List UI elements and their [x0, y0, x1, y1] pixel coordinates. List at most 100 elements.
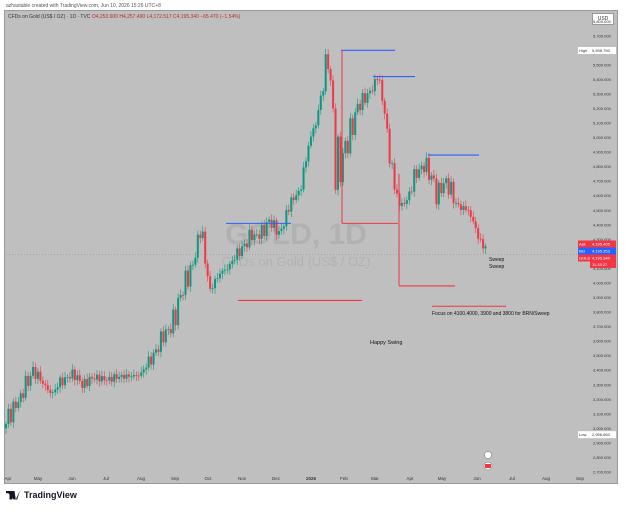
candle-body	[93, 378, 96, 380]
tradingview-logo[interactable]: TradingView	[6, 490, 77, 500]
candle-body	[423, 165, 426, 173]
candle-body	[420, 165, 423, 170]
candle-body	[59, 377, 62, 388]
candle-body	[233, 259, 236, 261]
candle-body	[396, 189, 399, 194]
candle-body	[140, 372, 143, 376]
candle-body	[440, 182, 443, 194]
candle-body	[68, 376, 71, 379]
high-tag-bg	[578, 47, 590, 55]
symbol-title[interactable]: CFDs on Gold (US$ / OZ) · 1D · TVC	[8, 14, 91, 20]
candle-body	[110, 376, 113, 382]
chart-frame[interactable]	[4, 10, 618, 484]
candle-body	[196, 234, 199, 258]
countdown-value: 11:33:27	[592, 262, 608, 267]
candle-body	[49, 390, 52, 393]
candle-body	[368, 90, 371, 94]
y-tick-label: 4,100.000	[593, 266, 612, 271]
candle-body	[381, 80, 384, 101]
y-tick-label: 4,600.000	[593, 193, 612, 198]
candle-body	[376, 79, 379, 80]
candle-body	[309, 136, 312, 146]
bid-value-bg	[590, 247, 616, 255]
candle-body	[400, 203, 403, 206]
candle-body	[472, 216, 475, 222]
candle-body	[413, 169, 416, 192]
candle-body	[339, 136, 342, 183]
candle-body	[157, 349, 160, 352]
x-tick-label: May	[438, 476, 447, 481]
candle-body	[418, 169, 421, 178]
candle-body	[378, 79, 381, 81]
candle-body	[172, 309, 175, 334]
candle-body	[464, 206, 467, 211]
candle-body	[391, 163, 394, 165]
candle-body	[61, 377, 64, 386]
candle-body	[241, 246, 244, 257]
candle-body	[194, 257, 197, 265]
candle-body	[95, 374, 98, 380]
low-tag-bg	[578, 431, 590, 439]
candle-body	[349, 118, 352, 154]
candle-body	[393, 163, 396, 190]
candle-body	[474, 221, 477, 229]
candle-body	[386, 113, 389, 129]
candle-body	[226, 269, 229, 271]
bid-tag-bg	[578, 247, 590, 255]
candle-body	[19, 393, 22, 403]
candle-body	[319, 95, 322, 111]
candle-body	[282, 226, 285, 229]
candle-body	[27, 375, 30, 386]
candle-body	[54, 389, 57, 393]
candle-body	[71, 369, 74, 379]
candle-body	[147, 356, 150, 368]
candle-body	[263, 225, 266, 236]
candle-body	[120, 374, 123, 377]
ask-value-bg	[590, 240, 616, 248]
candle-body	[469, 210, 472, 217]
created-by-text: azhastable created with TradingView.com,…	[6, 3, 161, 9]
candle-body	[364, 93, 367, 103]
candle-body	[34, 366, 37, 379]
x-tick-label: Jun	[68, 476, 76, 481]
candle-body	[204, 231, 207, 264]
candle-body	[29, 375, 32, 386]
gold-value-bg	[590, 254, 616, 262]
candle-body	[292, 197, 295, 200]
candle-body	[86, 379, 89, 387]
candle-body	[209, 276, 212, 289]
currency-button[interactable]: USD	[592, 13, 614, 25]
candle-body	[307, 145, 310, 162]
candle-body	[250, 229, 253, 240]
gold-value: 4,195.340	[592, 256, 611, 261]
candle-body	[344, 140, 347, 154]
candle-body	[275, 220, 278, 235]
candle-body	[430, 175, 433, 180]
candle-body	[78, 375, 81, 382]
candle-body	[327, 54, 330, 70]
candle-body	[105, 380, 108, 382]
candle-body	[83, 379, 86, 388]
candle-body	[322, 91, 325, 96]
candle-body	[46, 385, 49, 391]
y-tick-label: 5,500.000	[593, 62, 612, 67]
candle-body	[437, 182, 440, 205]
candle-body	[5, 423, 7, 429]
candle-body	[354, 112, 357, 135]
x-tick-label: 2026	[306, 476, 317, 481]
candle-body	[268, 219, 271, 223]
candle-body	[408, 191, 411, 201]
candle-body	[246, 243, 248, 248]
y-tick-label: 4,400.000	[593, 222, 612, 227]
y-tick-label: 3,800.000	[593, 310, 612, 315]
candle-body	[341, 153, 344, 183]
ask-value: 4,195.405	[592, 242, 611, 247]
tradingview-icon	[6, 490, 20, 500]
candle-body	[442, 183, 445, 194]
candle-body	[231, 260, 234, 264]
candle-body	[427, 157, 430, 180]
candle-body	[455, 202, 458, 204]
candle-body	[24, 375, 27, 398]
y-tick-label: 4,800.000	[593, 164, 612, 169]
